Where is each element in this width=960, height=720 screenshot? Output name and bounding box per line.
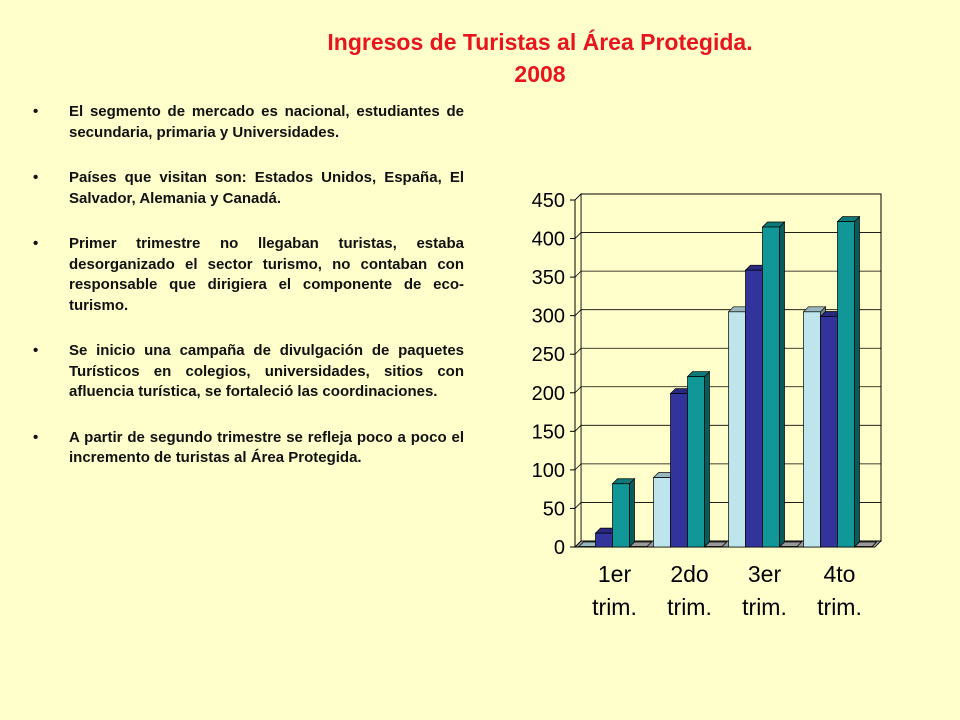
gridline-depth: [574, 386, 582, 394]
y-tick-label: 100: [532, 460, 565, 482]
bar-chart: 0 50 100 150 200 250 300 350 400 450 1er trim. 2do tr…: [532, 190, 882, 620]
y-tick-label: 150: [532, 421, 565, 443]
bar: [837, 221, 855, 548]
gridline-depth: [574, 347, 582, 355]
bullet-text: Primer trimestre no llegaban turistas, e…: [69, 235, 464, 314]
bar: [578, 546, 596, 548]
x-tick-label: trim.: [667, 594, 712, 620]
x-tick-label: 1er: [598, 561, 632, 587]
bar: [728, 311, 746, 548]
y-tick-label: 250: [532, 344, 565, 366]
bullet-item: • Se inicio una campaña de divulgación de…: [30, 341, 464, 403]
y-tick-label: 0: [554, 537, 565, 559]
x-tick-label: 2do: [670, 561, 708, 587]
gridline-depth: [574, 309, 582, 316]
bar: [653, 477, 671, 548]
bullet-text: A partir de segundo trimestre se refleja…: [69, 428, 464, 467]
bullet-item: • El segmento de mercado es nacional, est…: [30, 102, 464, 143]
x-tick-label: trim.: [742, 594, 787, 620]
bullet-text: Se inicio una campaña de divulgación de …: [69, 342, 464, 400]
y-tick-label: 200: [532, 383, 565, 405]
plot-side-wall: [574, 193, 582, 548]
bar: [595, 532, 613, 548]
x-tick-label: 4to: [824, 561, 856, 587]
bullet-icon: •: [33, 169, 39, 186]
gridline-depth: [574, 463, 582, 471]
bar: [745, 269, 763, 548]
title-line-2: 2008: [514, 61, 566, 87]
gridline-depth: [574, 270, 582, 278]
bar: [687, 376, 705, 548]
bar: [629, 546, 647, 548]
bar-side: [779, 221, 785, 548]
x-tick-label: trim.: [817, 594, 862, 620]
bar: [854, 546, 872, 548]
title-line-1: Ingresos de Turistas al Área Protegida.: [327, 29, 753, 55]
bar-side: [704, 370, 710, 548]
bar: [779, 546, 797, 548]
bullet-text: El segmento de mercado es nacional, estu…: [69, 103, 464, 141]
bar: [803, 311, 821, 548]
gridline-depth: [574, 502, 582, 509]
gridline-depth: [574, 193, 582, 201]
bullet-text: Países que visitan son: Estados Unidos, …: [69, 169, 464, 207]
y-tick-label: 350: [532, 267, 565, 289]
bullet-item: • Países que visitan son: Estados Unidos,…: [30, 168, 464, 209]
bullet-icon: •: [33, 103, 39, 120]
bar: [670, 393, 688, 548]
gridline-depth: [574, 232, 582, 239]
y-tick-label: 300: [532, 306, 565, 328]
y-tick-label: 450: [532, 190, 565, 212]
bar-side: [854, 215, 860, 548]
bar: [820, 316, 838, 548]
x-tick-label: 3er: [748, 561, 782, 587]
bullet-icon: •: [33, 235, 39, 252]
bullet-icon: •: [33, 428, 39, 446]
bullet-icon: •: [33, 342, 39, 359]
bullet-list: • El segmento de mercado es nacional, est…: [30, 102, 464, 494]
y-tick-label: 50: [543, 498, 565, 520]
bullet-item: • A partir de segundo trimestre se reflej…: [30, 428, 464, 469]
bar: [704, 546, 722, 548]
bullet-item: • Primer trimestre no llegaban turistas, …: [30, 234, 464, 316]
x-tick-label: trim.: [592, 594, 637, 620]
gridline-depth: [574, 425, 582, 432]
page-title: Ingresos de Turistas al Área Protegida. …: [250, 26, 830, 90]
bar: [762, 226, 780, 548]
y-tick-label: 400: [532, 229, 565, 251]
bar-side: [629, 477, 635, 548]
gridline-depth: [574, 540, 582, 548]
bar: [612, 483, 630, 548]
